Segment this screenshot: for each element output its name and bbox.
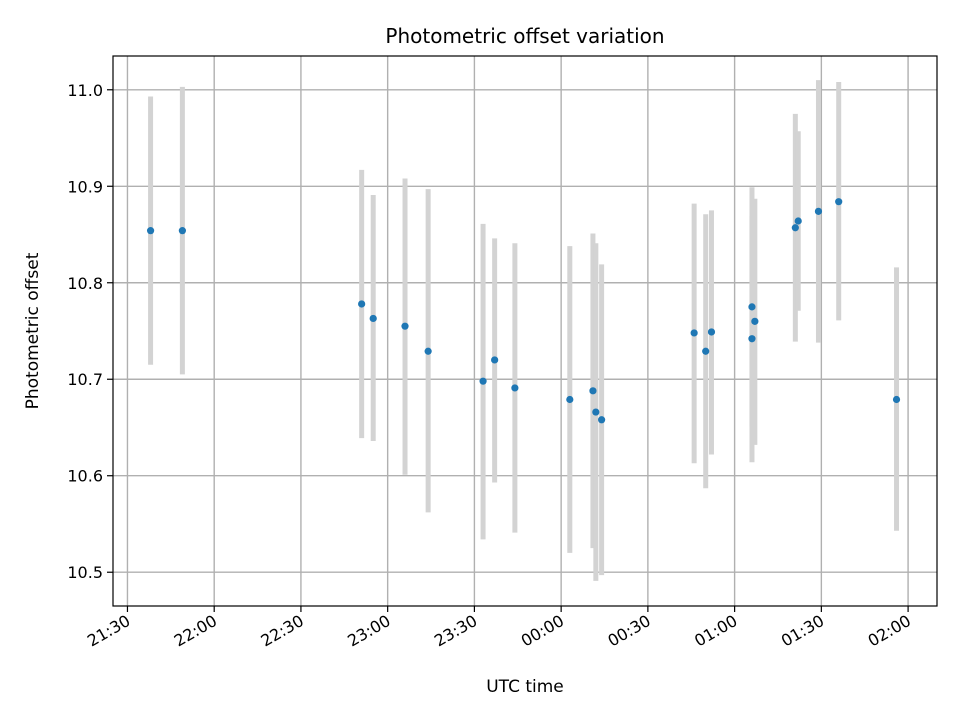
y-axis-label: Photometric offset bbox=[23, 252, 43, 409]
data-point bbox=[592, 408, 600, 416]
data-point bbox=[791, 224, 799, 232]
data-points bbox=[146, 198, 901, 424]
data-point bbox=[178, 227, 186, 235]
data-point bbox=[690, 329, 698, 337]
data-point bbox=[589, 387, 597, 395]
data-point bbox=[566, 395, 574, 404]
y-tick-label: 10.5 bbox=[67, 563, 103, 582]
data-point bbox=[748, 335, 756, 343]
data-point bbox=[598, 416, 606, 424]
data-point bbox=[491, 356, 499, 364]
data-point bbox=[511, 384, 519, 392]
data-point bbox=[146, 227, 155, 235]
grid-lines bbox=[113, 56, 937, 606]
data-point bbox=[835, 198, 843, 206]
y-tick-label: 10.7 bbox=[67, 370, 103, 389]
y-tick-label: 10.6 bbox=[67, 467, 103, 486]
data-point bbox=[424, 347, 432, 355]
data-point bbox=[358, 300, 366, 308]
y-tick-label: 11.0 bbox=[67, 81, 103, 100]
data-point bbox=[794, 217, 802, 225]
plot-frame bbox=[112, 55, 938, 607]
y-tick-label: 10.8 bbox=[67, 274, 103, 293]
chart-title: Photometric offset variation bbox=[385, 24, 664, 48]
x-axis-label: UTC time bbox=[486, 677, 564, 697]
y-tick-label: 10.9 bbox=[67, 177, 103, 196]
data-point bbox=[479, 377, 487, 385]
data-point bbox=[892, 395, 901, 404]
data-point bbox=[401, 322, 409, 330]
data-point bbox=[369, 314, 377, 323]
data-point bbox=[751, 317, 759, 325]
data-point bbox=[748, 303, 756, 311]
data-point bbox=[702, 347, 710, 355]
data-point bbox=[707, 328, 716, 336]
data-point bbox=[814, 207, 823, 215]
